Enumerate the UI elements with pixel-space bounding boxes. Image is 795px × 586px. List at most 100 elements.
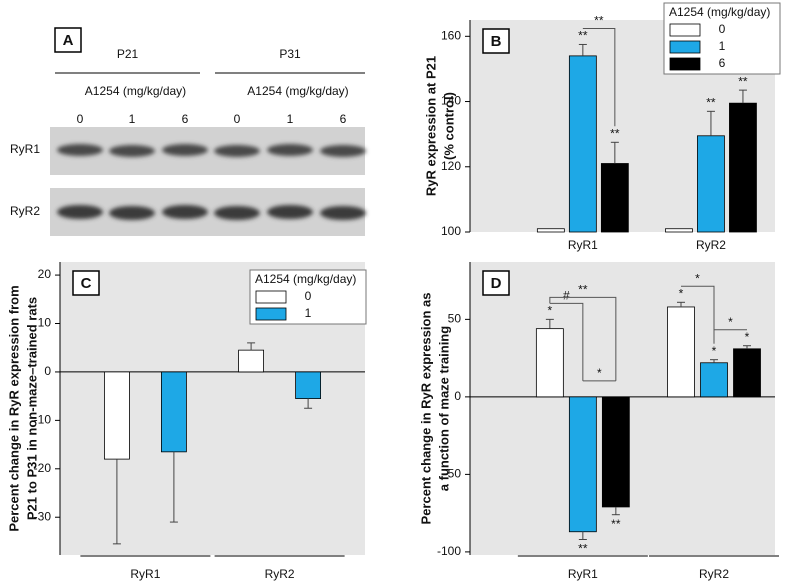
blot-band	[267, 205, 313, 219]
panel-label-box	[72, 270, 100, 296]
y-axis-label: (% control)	[441, 92, 456, 160]
bracket-label: **	[594, 14, 604, 28]
significance: **	[706, 95, 716, 109]
bracket	[549, 302, 584, 381]
significance: *	[548, 304, 553, 318]
x-tick-label: RyR1	[568, 567, 598, 581]
x-tick-label: RyR1	[130, 567, 160, 581]
bracket	[549, 296, 617, 381]
bar	[568, 55, 597, 233]
blot-band	[267, 144, 313, 156]
bar	[733, 348, 761, 398]
dose-value: 0	[234, 112, 241, 126]
y-tick-label: 10	[38, 316, 52, 330]
legend-label: 6	[719, 56, 726, 70]
blot-band	[320, 145, 366, 157]
y-axis-label: RyR expression at P21	[423, 56, 438, 196]
blot-band	[109, 206, 155, 220]
bar	[160, 371, 187, 453]
panel-label-box	[54, 27, 82, 53]
blot-band	[214, 145, 260, 157]
y-tick-label: 120	[441, 159, 461, 173]
bar	[700, 362, 728, 398]
bar	[238, 349, 265, 373]
bracket	[681, 285, 715, 344]
x-tick-label: RyR2	[699, 567, 729, 581]
dose-value: 1	[129, 112, 136, 126]
blot-band	[57, 205, 103, 219]
dose-value: 1	[287, 112, 294, 126]
dose-label: A1254 (mg/kg/day)	[85, 84, 186, 98]
significance: **	[610, 126, 620, 140]
significance: *	[679, 286, 684, 300]
legend-swatch	[669, 23, 701, 37]
panel-label-box	[482, 270, 510, 296]
blot-band	[320, 206, 366, 220]
legend-swatch	[669, 40, 701, 54]
y-tick-label: 0	[44, 364, 51, 378]
dose-label: A1254 (mg/kg/day)	[247, 84, 348, 98]
legend-title: A1254 (mg/kg/day)	[669, 5, 770, 19]
significance: *	[712, 344, 717, 358]
significance: **	[578, 542, 588, 556]
significance: **	[738, 74, 748, 88]
panel-label: D	[491, 275, 502, 292]
x-tick-label: RyR1	[568, 238, 598, 252]
panel-label: A	[63, 32, 74, 49]
significance: **	[578, 29, 588, 43]
legend-label: 0	[719, 22, 726, 36]
bar	[665, 228, 693, 233]
bar	[535, 328, 564, 398]
row-label: RyR2	[10, 204, 40, 218]
y-axis-label: Percent change in RyR expression from	[6, 285, 21, 531]
row-label: RyR1	[10, 142, 40, 156]
y-tick-label: -50	[444, 467, 462, 481]
panel-label-box	[482, 28, 510, 54]
x-tick-label: RyR2	[265, 567, 295, 581]
panel-label: C	[81, 275, 92, 292]
bracket-label: *	[728, 315, 733, 329]
blot-band	[162, 144, 208, 156]
bar	[601, 396, 630, 508]
bracket-label: #	[563, 289, 570, 303]
bracket-label: **	[578, 283, 588, 297]
legend-label: 1	[719, 39, 726, 53]
y-axis-label: Percent change in RyR expression as	[418, 293, 433, 525]
y-axis-label: P21 to P31 in non-maze–trained rats	[24, 297, 39, 520]
y-tick-label: -10	[34, 413, 52, 427]
significance: **	[611, 517, 621, 531]
y-tick-label: 160	[441, 28, 461, 42]
blot-band	[214, 206, 260, 220]
bar	[697, 135, 725, 233]
legend-title: A1254 (mg/kg/day)	[255, 272, 356, 286]
bracket-label: *	[695, 271, 700, 285]
bracket	[713, 329, 747, 344]
panel-label: B	[491, 33, 502, 50]
y-tick-label: -20	[34, 461, 52, 475]
legend-swatch	[255, 290, 287, 304]
bar	[667, 306, 695, 398]
bar	[104, 371, 130, 460]
legend-label: 0	[305, 289, 312, 303]
significance: *	[745, 330, 750, 344]
y-tick-label: 20	[38, 267, 52, 281]
legend-label: 1	[305, 306, 312, 320]
blot-band	[109, 145, 155, 157]
dose-value: 6	[340, 112, 347, 126]
bar	[295, 371, 322, 399]
bracket-label: *	[597, 366, 602, 380]
group-label: P21	[117, 47, 139, 61]
y-tick-label: 140	[441, 94, 461, 108]
y-axis-label: a function of maze training	[436, 326, 451, 491]
legend-swatch	[669, 57, 701, 71]
bracket	[582, 27, 616, 127]
x-tick-label: RyR2	[696, 238, 726, 252]
legend-swatch	[255, 307, 287, 321]
blot-band	[162, 205, 208, 219]
bar	[536, 228, 565, 233]
bar	[729, 102, 757, 233]
y-tick-label: -30	[34, 509, 52, 523]
y-tick-label: -100	[437, 544, 461, 558]
dose-value: 0	[77, 112, 84, 126]
bar	[600, 163, 629, 233]
